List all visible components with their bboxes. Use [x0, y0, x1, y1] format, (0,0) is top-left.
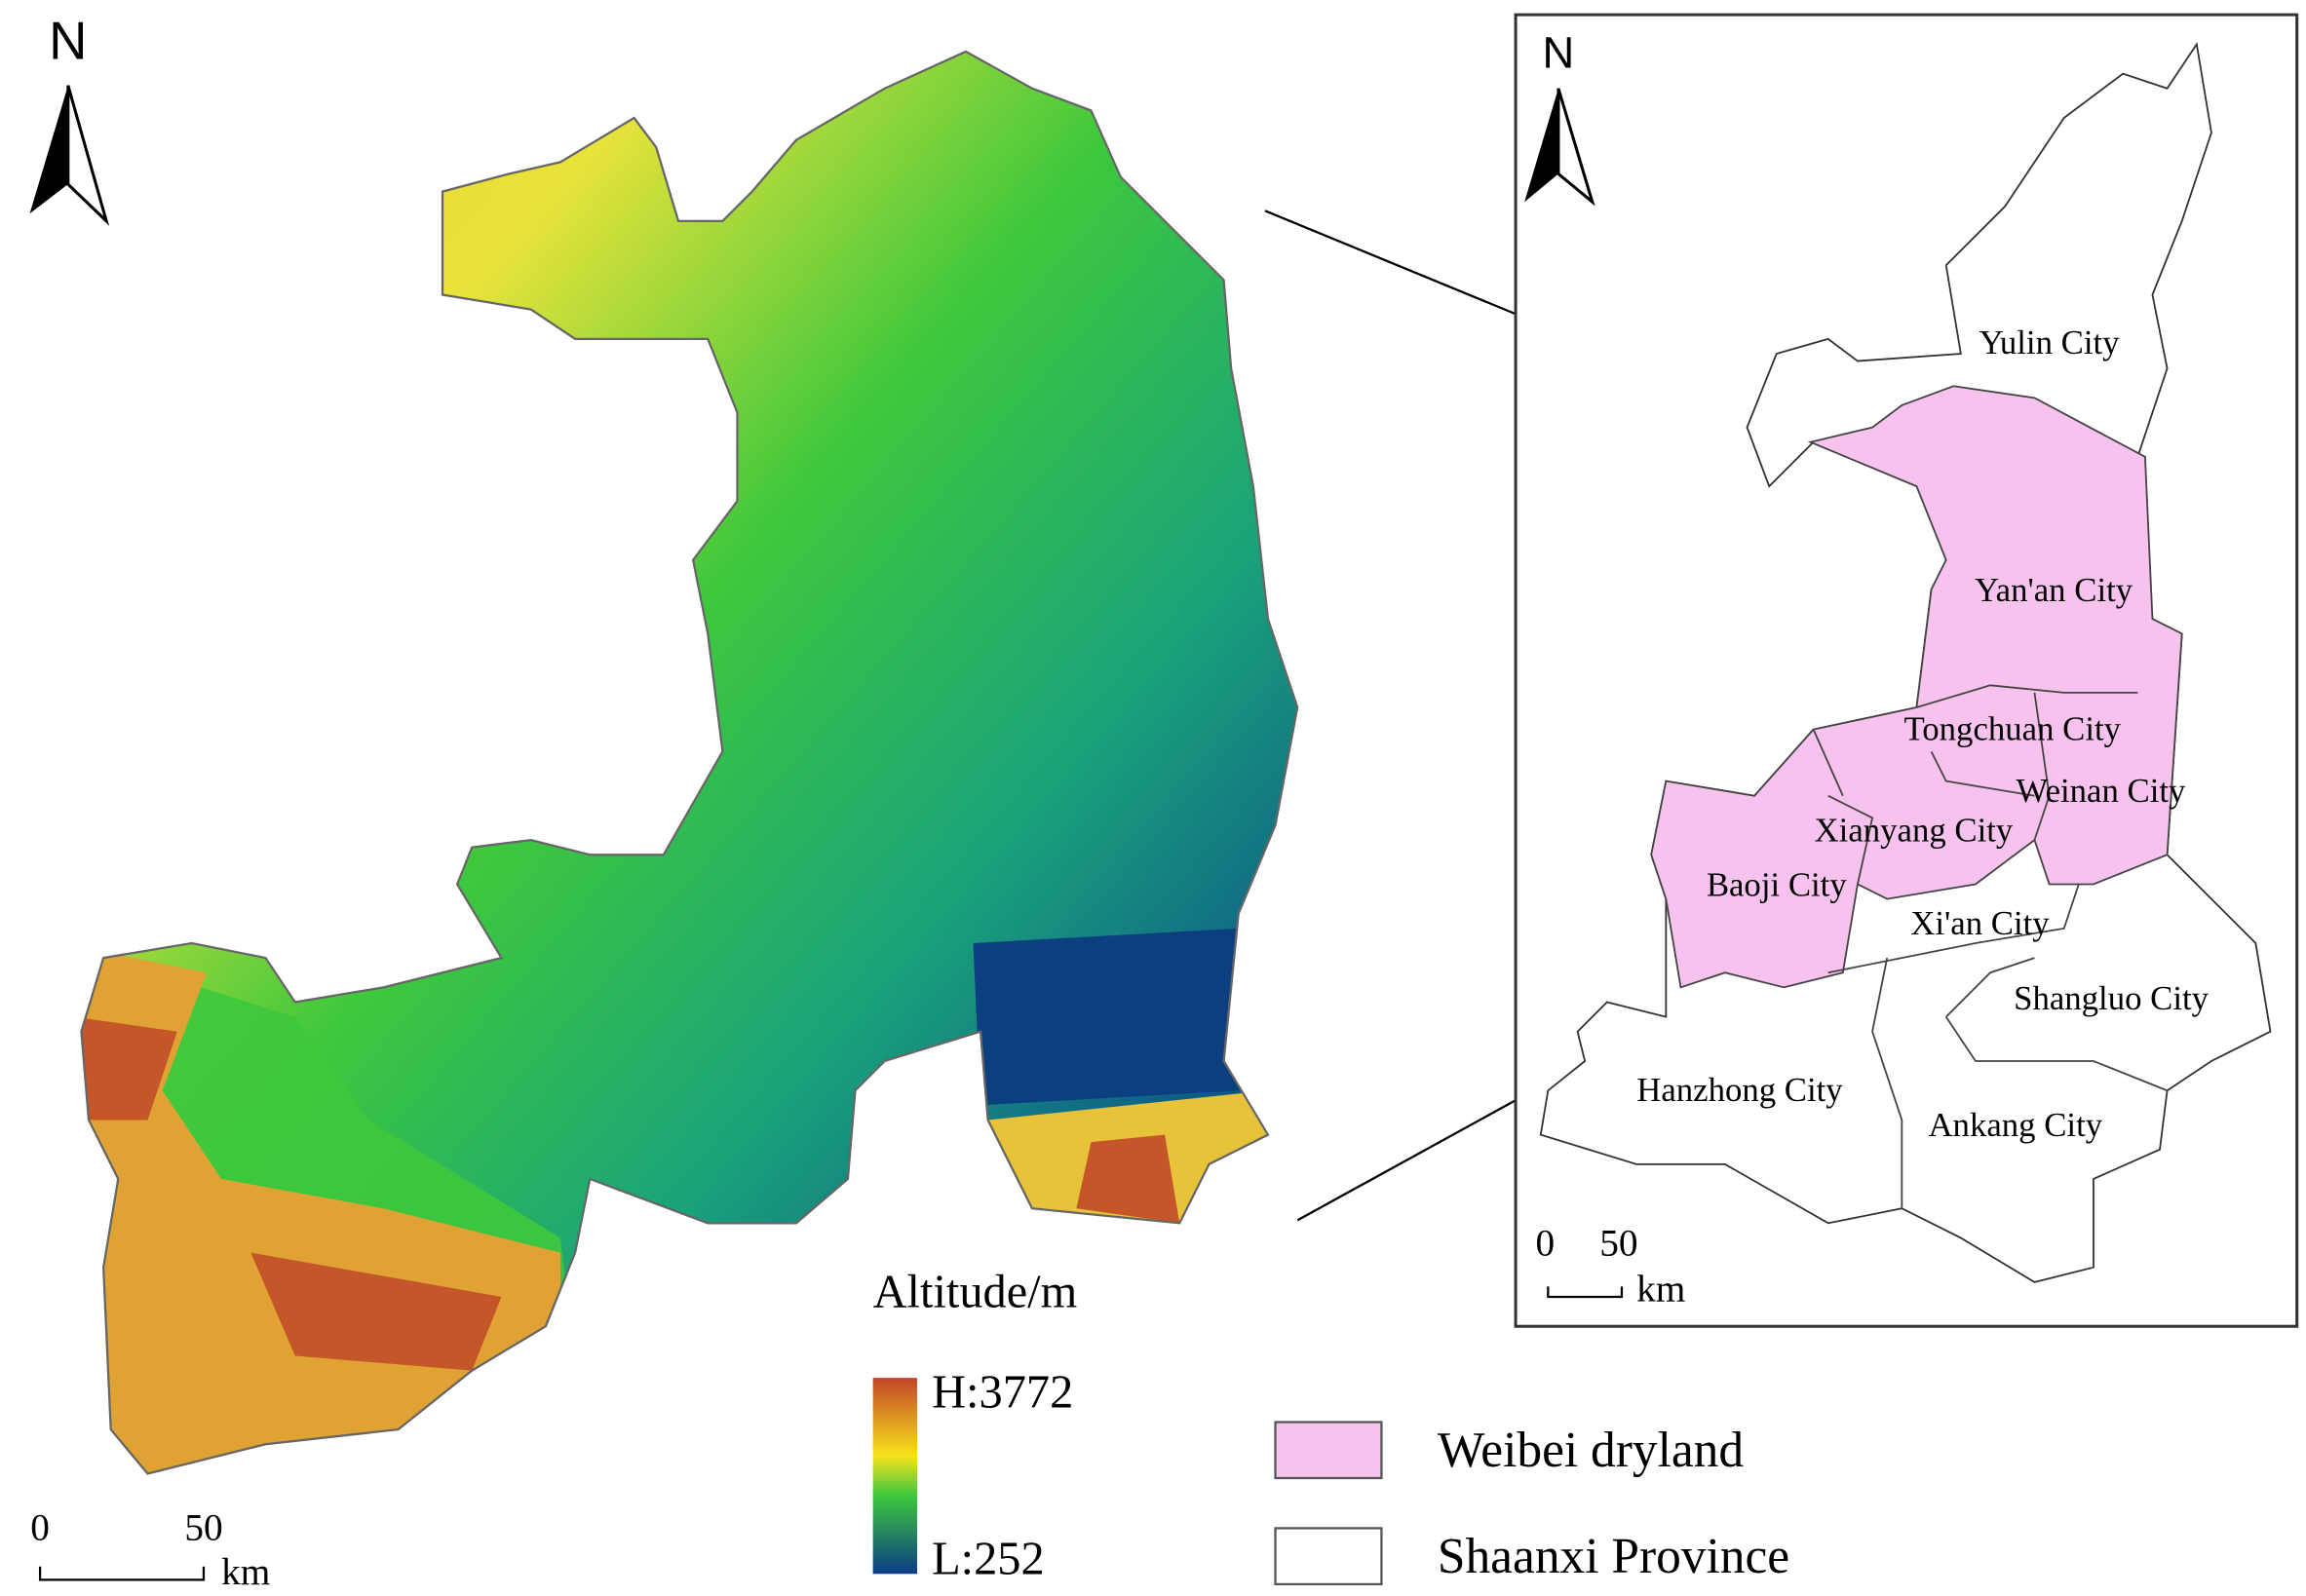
city-label: Yan'an City: [1975, 571, 2133, 609]
legend-low: L:252: [932, 1533, 1045, 1584]
key-swatch: [1274, 1527, 1383, 1586]
key-label: Weibei dryland: [1438, 1423, 1744, 1478]
key-label: Shaanxi Province: [1438, 1529, 1789, 1584]
scale-unit: km: [221, 1550, 270, 1593]
scale-end: 50: [184, 1506, 222, 1549]
legend-high: H:3772: [932, 1366, 1073, 1418]
city-label: Xi'an City: [1910, 904, 2050, 942]
key-swatch: [1274, 1421, 1383, 1480]
inset-map: Yulin City Yan'an City Tongchuan City We…: [1514, 13, 2299, 1328]
scale-start: 0: [1535, 1222, 1555, 1265]
north-label: N: [1543, 28, 1575, 78]
city-label: Ankang City: [1928, 1106, 2102, 1144]
elevation-map: [81, 51, 1298, 1474]
legend-title: Altitude/m: [873, 1267, 1078, 1318]
city-label: Xianyang City: [1815, 812, 2014, 850]
scale-unit: km: [1636, 1268, 1685, 1311]
city-label: Tongchuan City: [1903, 709, 2121, 747]
city-label: Shangluo City: [2014, 979, 2210, 1017]
scale-start: 0: [30, 1506, 50, 1549]
north-label: N: [49, 11, 87, 70]
scale-end: 50: [1599, 1222, 1637, 1265]
city-label: Weinan City: [2017, 772, 2187, 810]
city-label: Baoji City: [1707, 866, 1848, 904]
north-arrow: N: [29, 11, 110, 226]
key-legend: Weibei dryland Shaanxi Province: [1274, 1421, 1789, 1586]
color-ramp: [872, 1378, 918, 1575]
scale-bar: 0 50 km: [30, 1506, 270, 1593]
city-label: Yulin City: [1979, 323, 2121, 361]
altitude-legend: Altitude/m H:3772 L:252: [872, 1267, 1078, 1584]
city-label: Hanzhong City: [1636, 1071, 1843, 1109]
